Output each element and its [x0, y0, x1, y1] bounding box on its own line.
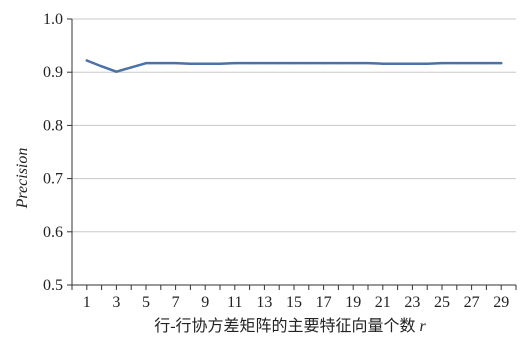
data-point — [174, 61, 177, 65]
y-tick-label: 0.6 — [43, 224, 63, 241]
data-point — [248, 61, 251, 65]
data-point — [130, 66, 133, 69]
axes — [67, 18, 517, 290]
y-tick-label: 0.9 — [43, 64, 63, 81]
data-point — [115, 70, 118, 73]
x-tick-label: 3 — [112, 294, 120, 311]
data-point — [292, 61, 296, 65]
x-tick-label: 13 — [256, 294, 272, 311]
data-point — [396, 62, 399, 65]
x-axis-title-var: r — [420, 318, 427, 335]
x-tick-label: 5 — [142, 294, 150, 311]
x-axis-title: 行-行协方差矩阵的主要特征向量个数 r — [154, 317, 426, 335]
data-point — [263, 61, 266, 65]
x-tick-label: 27 — [464, 294, 480, 311]
data-point — [411, 62, 414, 65]
data-point — [352, 61, 355, 65]
data-point — [366, 61, 370, 65]
x-tick-label: 21 — [375, 294, 391, 311]
x-tick-label: 19 — [345, 294, 361, 311]
data-point — [381, 62, 384, 65]
x-tick-label: 1 — [83, 294, 91, 311]
data-point — [337, 61, 340, 65]
data-point — [307, 61, 310, 65]
y-tick-label: 1.0 — [43, 11, 63, 28]
tick-labels: 0.50.60.70.80.91.01 3 5 7 9 11 13 15 17 19 21 23 25 2… — [43, 11, 509, 311]
data-point — [100, 65, 103, 68]
data-point — [322, 61, 325, 65]
y-tick-label: 0.7 — [43, 171, 63, 188]
x-tick-label: 11 — [227, 294, 242, 311]
x-tick-label: 17 — [316, 294, 332, 311]
y-axis-title: Precision — [14, 148, 31, 210]
x-tick-label: 7 — [172, 294, 180, 311]
data-point — [278, 61, 281, 65]
data-point — [440, 61, 444, 65]
x-axis-title-text: 行-行协方差矩阵的主要特征向量个数 — [154, 317, 419, 335]
data-point — [144, 61, 148, 65]
x-tick-label: 29 — [493, 294, 509, 311]
data-point — [218, 62, 222, 65]
x-tick-label: 9 — [201, 294, 209, 311]
data-point — [470, 61, 473, 65]
data-point — [204, 62, 207, 65]
data-point — [189, 62, 192, 65]
x-tick-label: 25 — [434, 294, 450, 311]
axis-titles: Precision 行-行协方差矩阵的主要特征向量个数 r — [14, 148, 427, 335]
y-tick-label: 0.8 — [43, 117, 63, 134]
y-tick-label: 0.5 — [43, 277, 63, 294]
x-tick-label: 15 — [286, 294, 302, 311]
data-point — [233, 61, 236, 65]
grid-lines — [72, 18, 516, 233]
data-point — [159, 61, 162, 65]
data-point — [485, 61, 488, 65]
data-point — [455, 61, 458, 65]
x-tick-label: 23 — [404, 294, 420, 311]
data-point — [426, 62, 429, 65]
data-point — [500, 61, 503, 65]
series-layer — [85, 59, 503, 73]
data-point — [85, 59, 89, 62]
